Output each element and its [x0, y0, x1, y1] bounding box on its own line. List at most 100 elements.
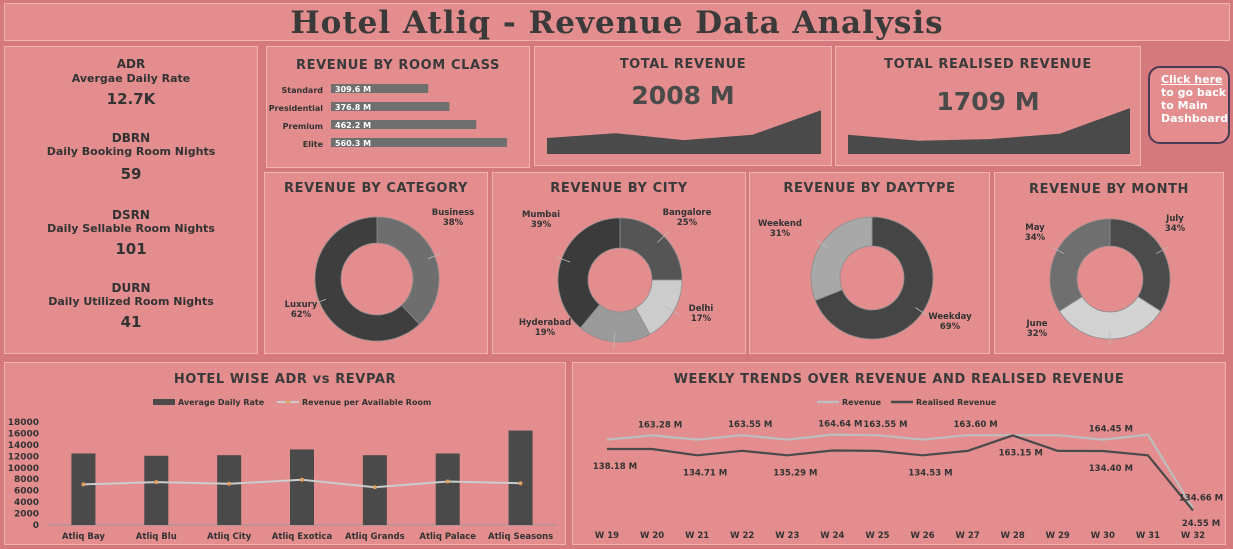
kpi-durn-abbr: DURN	[111, 281, 151, 295]
daytype-panel: REVENUE BY DAYTYPE Weekday 69% Weekend 31%	[749, 172, 990, 354]
click-here-link[interactable]: Click here	[1161, 73, 1223, 86]
weekly-value-label: 163.55 M	[728, 420, 772, 430]
legend-realised-label: Realised Revenue	[916, 398, 997, 407]
y-tick-label: 16000	[8, 429, 39, 439]
kpi-adr-abbr: ADR	[116, 57, 146, 71]
x-tick-label: Atliq Palace	[419, 532, 476, 542]
kpi-dsrn-value: 101	[115, 240, 147, 258]
revpar-point	[81, 482, 86, 487]
week-tick-label: W 20	[640, 531, 664, 541]
kpi-dbrn-value: 59	[120, 165, 142, 183]
kpi-adr-value: 12.7K	[106, 90, 156, 108]
week-tick-label: W 31	[1136, 531, 1160, 541]
room-class-bar	[331, 120, 477, 129]
daytype-slice	[814, 216, 934, 340]
week-tick-label: W 25	[865, 531, 889, 541]
room-class-panel: REVENUE BY ROOM CLASS Standard 309.6 M Pre…	[266, 46, 530, 168]
room-class-bar	[331, 102, 450, 111]
city-slice	[619, 217, 683, 281]
page-title: Hotel Atliq - Revenue Data Analysis	[290, 5, 944, 41]
room-class-category-label: Elite	[303, 140, 324, 149]
weekly-value-label: 164.45 M	[1089, 425, 1133, 435]
category-title: REVENUE BY CATEGORY	[284, 181, 468, 196]
kpi-dsrn-label: Daily Sellable Room Nights	[47, 222, 215, 235]
revpar-point	[300, 477, 304, 482]
adr-bar	[71, 453, 96, 525]
total-realised-sparkline	[848, 108, 1130, 154]
city-panel: REVENUE BY CITY Bangalore 25% Delhi 17% Hyde…	[492, 172, 746, 354]
weekly-value-label: 163.55 M	[863, 420, 907, 430]
daytype-leader-line	[816, 240, 829, 249]
week-tick-label: W 24	[820, 531, 844, 541]
adr-revpar-title: HOTEL WISE ADR vs REVPAR	[173, 372, 397, 387]
adr-bar	[435, 453, 460, 525]
legend-revpar-label: Revenue per Available Room	[302, 398, 431, 407]
y-tick-label: 6000	[14, 487, 39, 497]
x-tick-label: Atliq Seasons	[488, 532, 553, 542]
back-link-text: to go back to Main Dashboard	[1161, 86, 1229, 125]
legend-adr-label: Average Daily Rate	[178, 398, 265, 407]
room-class-chart: Standard 309.6 M Presidential 376.8 M Premiu…	[269, 84, 507, 149]
total-realised-value: 1709 M	[936, 87, 1040, 116]
revpar-point	[372, 485, 377, 490]
city-slice	[557, 217, 621, 329]
legend-revpar-marker	[286, 400, 290, 404]
y-tick-label: 8000	[14, 475, 39, 485]
adr-bar	[144, 455, 169, 525]
dashboard-title-bar: Hotel Atliq - Revenue Data Analysis	[4, 3, 1230, 41]
category-slice-value: 38%	[443, 218, 464, 228]
month-slice-value: 34%	[1025, 233, 1046, 243]
room-class-category-label: Premium	[283, 122, 323, 131]
city-leader-line	[665, 306, 679, 315]
weekly-trends-title: WEEKLY TRENDS OVER REVENUE AND REALISED …	[673, 372, 1125, 387]
adr-bar	[217, 455, 242, 525]
month-slice-name: June	[1025, 319, 1047, 329]
month-leader-line	[1155, 246, 1169, 255]
adr-bar	[362, 455, 387, 525]
weekly-value-label: 138.18 M	[593, 462, 637, 472]
kpi-panel: ADR Avergae Daily Rate 12.7K DBRN Daily …	[4, 46, 258, 354]
city-slice-name: Hyderabad	[519, 318, 571, 328]
category-slice-value: 62%	[291, 310, 312, 320]
adr-revpar-chart: Average Daily Rate Revenue per Available …	[8, 398, 557, 542]
y-tick-label: 14000	[8, 441, 39, 451]
week-tick-label: W 28	[1001, 531, 1025, 541]
weekly-value-label: 134.40 M	[1089, 464, 1133, 474]
room-class-bar	[331, 138, 507, 147]
city-slice-name: Delhi	[689, 304, 714, 314]
realised-revenue-line	[607, 434, 1194, 512]
x-tick-label: Atliq Exotica	[272, 532, 333, 542]
total-realised-panel: TOTAL REALISED REVENUE 1709 M	[835, 46, 1141, 166]
legend-revenue-label: Revenue	[842, 398, 882, 407]
revpar-point	[154, 480, 159, 485]
week-tick-label: W 19	[595, 531, 619, 541]
total-revenue-value: 2008 M	[631, 81, 735, 110]
category-slice-name: Business	[432, 208, 474, 218]
weekly-trends-panel: WEEKLY TRENDS OVER REVENUE AND REALISED …	[572, 362, 1226, 545]
daytype-title: REVENUE BY DAYTYPE	[783, 181, 956, 196]
week-tick-label: W 27	[956, 531, 980, 541]
city-leader-line	[657, 231, 669, 243]
daytype-slice-value: 31%	[770, 229, 791, 239]
category-slice-name: Luxury	[285, 300, 318, 310]
city-slice-name: Bangalore	[663, 208, 712, 218]
room-class-category-label: Presidential	[269, 104, 324, 113]
kpi-dbrn-abbr: DBRN	[111, 131, 151, 145]
daytype-slice-name: Weekday	[928, 312, 972, 322]
week-tick-label: W 23	[775, 531, 799, 541]
kpi-dbrn-label: Daily Booking Room Nights	[46, 145, 216, 158]
revenue-line	[606, 433, 1194, 509]
revpar-point	[445, 479, 450, 484]
city-leader-line	[555, 256, 571, 263]
daytype-slice-name: Weekend	[758, 219, 802, 229]
back-to-main-dashboard-button[interactable]: Click here to go back to Main Dashboard	[1148, 66, 1230, 144]
kpi-durn-label: Daily Utilized Room Nights	[48, 295, 214, 308]
y-tick-label: 2000	[14, 510, 39, 520]
adr-bar	[290, 449, 314, 525]
week-tick-label: W 22	[730, 531, 754, 541]
week-tick-label: W 32	[1181, 531, 1205, 541]
kpi-dsrn-abbr: DSRN	[112, 208, 150, 222]
